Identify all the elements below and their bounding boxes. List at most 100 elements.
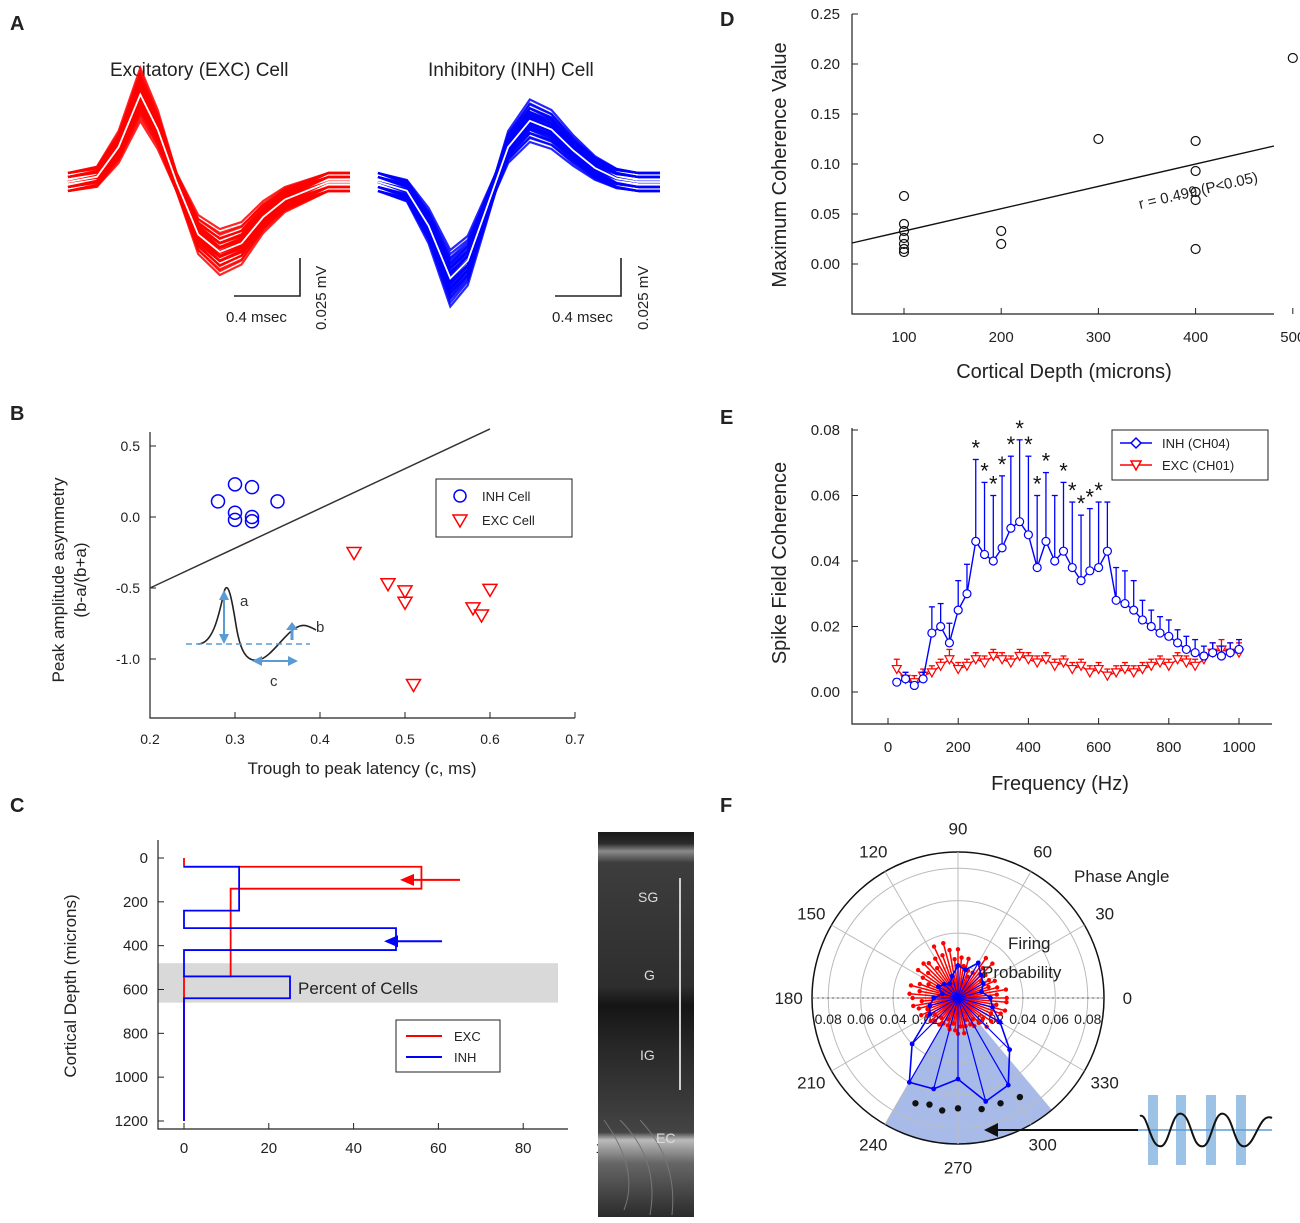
legend-inh-cell: INH Cell — [482, 489, 531, 504]
inh-volt-scale: 0.025 mV — [635, 266, 652, 330]
angle-label: 30 — [1095, 904, 1114, 923]
panel-e-ylabel: Spike Field Coherence — [769, 462, 791, 664]
inh-point — [1041, 536, 1051, 546]
panel-c-xlabel: Percent of Cells — [298, 979, 418, 998]
exc-phase-point — [915, 967, 921, 973]
coherence-point — [1287, 52, 1298, 64]
exc-phase-point — [986, 984, 991, 990]
x-tick-label: 60 — [430, 1140, 447, 1157]
coherence-point — [898, 246, 910, 258]
mean-waveform — [377, 119, 660, 280]
separator-line — [149, 428, 491, 589]
exc-phase-point — [990, 961, 995, 966]
peak-phase-point — [954, 1105, 962, 1112]
exc-point — [926, 668, 938, 679]
panel-e-legend: INH (CH04) EXC (CH01) — [1111, 429, 1269, 481]
exc-phase-point — [911, 1003, 916, 1009]
exc-phase-point — [910, 995, 915, 1001]
inh-time-scale: 0.4 msec — [552, 309, 613, 326]
waveform-trace — [67, 109, 350, 240]
coherence-point — [898, 225, 910, 237]
exc-phase-point — [947, 947, 952, 953]
inh-phase-point — [947, 981, 953, 987]
exc-point — [1101, 671, 1113, 682]
coherence-point — [1190, 135, 1201, 147]
angle-label: 90 — [949, 820, 968, 839]
exc-cell-title: Excitatory (EXC) Cell — [110, 60, 288, 81]
inh-point — [1058, 546, 1069, 556]
inh-phase-point — [939, 991, 945, 997]
y-tick-label: 0.20 — [811, 56, 840, 73]
exc-point — [1040, 655, 1052, 665]
x-tick-label: 0.2 — [140, 731, 160, 747]
panel-b-scatter: 0.2 0.3 0.4 0.5 0.6 0.7 0.5 0.0 -0.5 -1.0 — [116, 428, 585, 747]
histology-image: SG G IG EC — [598, 832, 694, 1217]
x-tick-label: 800 — [1156, 739, 1181, 756]
inh-point — [1129, 605, 1139, 615]
exc-phase-point — [980, 1016, 986, 1022]
inh-phase-point — [1005, 1082, 1011, 1088]
inh-phase-spoke — [908, 997, 959, 1083]
panel-c-ylabel: Cortical Depth (microns) — [61, 894, 80, 1077]
x-tick-label: 400 — [1183, 329, 1208, 346]
exc-phase-point — [945, 1023, 951, 1028]
inh-point — [997, 543, 1007, 553]
coherence-point — [1093, 133, 1104, 145]
exc-phase-point — [907, 991, 912, 996]
inh-phase-point — [988, 995, 993, 1001]
exc-phase-point — [988, 1011, 994, 1016]
exc-phase-point — [917, 989, 922, 994]
coherence-point — [898, 232, 910, 244]
inh-cell-point — [270, 494, 285, 509]
angle-label: 150 — [797, 904, 825, 923]
significance-star: * — [980, 458, 989, 483]
inh-phase-spoke — [949, 983, 959, 999]
x-tick-label: 200 — [946, 739, 971, 756]
inh-phase-point — [935, 984, 941, 990]
inh-phase-spoke — [957, 997, 1001, 1023]
exc-point — [1075, 661, 1087, 672]
inh-cell-point — [244, 509, 260, 525]
exc-phase-point — [994, 992, 999, 997]
coherence-point — [996, 225, 1007, 237]
inh-point — [900, 674, 911, 684]
significance-star: * — [1068, 478, 1077, 503]
inh-point — [1199, 651, 1209, 661]
exc-phase-point — [933, 956, 938, 961]
x-tick-label: 80 — [515, 1140, 532, 1157]
angle-label: 0 — [1123, 989, 1132, 1008]
waveform-trace — [67, 68, 350, 263]
exc-phase-point — [1002, 1008, 1008, 1013]
exc-phase-point — [917, 981, 923, 987]
exc-phase-point — [934, 966, 940, 971]
y-tick-label: 1000 — [115, 1069, 148, 1086]
exc-cell-point — [473, 609, 490, 624]
angle-label: 180 — [774, 989, 802, 1008]
x-tick-label: 0.3 — [225, 731, 245, 747]
inh-phase-point — [1007, 1047, 1013, 1053]
inh-point — [1137, 615, 1148, 625]
y-tick-label: 0.08 — [811, 422, 840, 439]
regression-line — [851, 145, 1275, 244]
inh-point — [1164, 631, 1174, 641]
exc-phase-point — [931, 944, 937, 949]
inh-phase-point — [931, 995, 937, 1001]
inh-phase-spoke — [943, 983, 959, 999]
inh-point — [971, 536, 981, 546]
inh-phase-point — [979, 989, 984, 995]
legend-e-exc: EXC (CH01) — [1162, 458, 1234, 473]
exc-point — [1136, 664, 1149, 675]
exc-phase-point — [983, 972, 988, 978]
phase-arrowhead — [984, 1123, 998, 1137]
y-tick-label: 0.15 — [811, 106, 840, 123]
histology-ec: EC — [656, 1130, 675, 1146]
inh-phase-point — [990, 1004, 995, 1010]
exc-point — [961, 661, 973, 672]
inh-point — [1190, 648, 1200, 658]
inh-point — [1067, 562, 1077, 573]
exc-phase-point — [951, 1021, 956, 1026]
angle-label: 60 — [1033, 842, 1052, 861]
inh-phase-point — [941, 981, 947, 987]
y-tick-label: 0.06 — [811, 488, 840, 505]
